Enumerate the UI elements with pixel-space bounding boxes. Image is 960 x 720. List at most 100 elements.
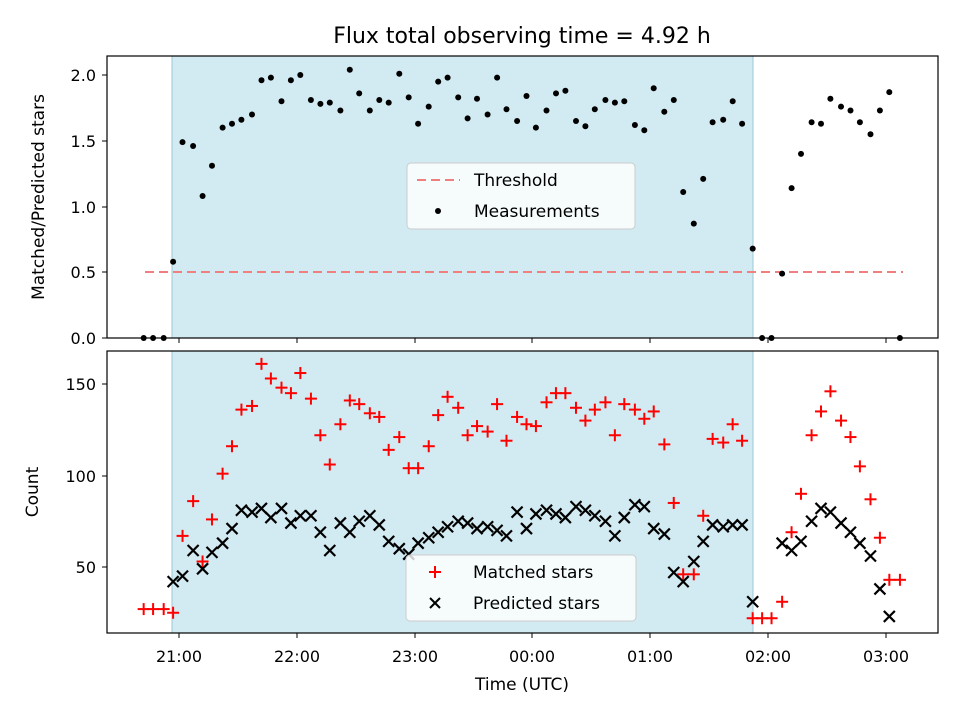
matched-star-point [717, 436, 730, 449]
predicted-star-point [775, 536, 789, 550]
predicted-star-point [529, 507, 543, 521]
matched-star-point [765, 612, 778, 625]
matched-star-point [776, 595, 789, 608]
x-tick-label: 22:00 [274, 647, 320, 666]
predicted-star-point [314, 525, 327, 539]
measurement-point [749, 245, 756, 252]
predicted-star-point [431, 525, 445, 539]
measurements-series [140, 66, 903, 341]
matched-star-point [412, 462, 425, 475]
measurement-point [532, 124, 539, 131]
measurement-point [484, 111, 491, 118]
top-x-ticks [178, 338, 887, 343]
predicted-star-point [470, 522, 484, 535]
measurement-point [258, 77, 265, 84]
predicted-star-point [166, 575, 180, 588]
x-tick-label: 00:00 [509, 647, 555, 666]
predicted-star-point [235, 503, 248, 517]
measurement-point [278, 98, 285, 105]
matched-star-point [471, 420, 484, 433]
predicted-star-point [667, 566, 681, 579]
matched-star-point [422, 440, 435, 453]
measurement-point [415, 120, 422, 127]
predicted-stars-series [166, 498, 896, 623]
predicted-star-point [676, 575, 690, 588]
measurement-point [856, 119, 863, 126]
matched-star-point [726, 418, 739, 431]
predicted-star-point [393, 542, 406, 555]
predicted-star-point [805, 514, 818, 528]
bottom-y-tick-label: 50 [76, 558, 96, 577]
matched-star-point [205, 513, 218, 526]
predicted-star-point [716, 520, 730, 534]
measurement-point [514, 118, 521, 124]
top-y-tick-label: 1.5 [71, 132, 96, 151]
matched-star-point [559, 387, 572, 400]
predicted-star-point [814, 502, 828, 515]
matched-star-point [353, 398, 366, 411]
predicted-star-point [844, 525, 857, 539]
predicted-star-point [873, 582, 887, 596]
measurement-point [847, 107, 854, 114]
predicted-star-point [245, 505, 259, 519]
matched-star-point [196, 555, 209, 568]
matched-star-point [706, 432, 719, 445]
measurement-point [267, 74, 274, 81]
matched-star-point [452, 401, 465, 414]
measurement-point [337, 107, 344, 114]
matched-star-point [461, 429, 474, 442]
predicted-star-point [883, 610, 896, 623]
measurement-point [700, 175, 707, 182]
predicted-star-point [196, 562, 209, 576]
matched-star-point [599, 396, 612, 409]
matched-star-point [658, 438, 671, 451]
legend-matched-swatch [429, 566, 441, 578]
matched-star-point [382, 443, 395, 456]
predicted-star-point [687, 555, 701, 568]
top-y-tick-label: 2.0 [71, 66, 96, 85]
x-tick-label: 02:00 [745, 647, 791, 666]
measurement-point [573, 118, 579, 124]
bottom-x-ticks: 21:00 22:00 23:00 00:00 01:00 02:00 03:0… [156, 633, 909, 666]
measurement-point [170, 258, 177, 265]
matched-star-point [491, 398, 504, 411]
measurement-point [297, 72, 304, 78]
predicted-star-point [481, 520, 494, 534]
measurement-point [435, 78, 442, 85]
predicted-star-point [735, 518, 749, 532]
measurement-point [179, 139, 186, 146]
bottom-y-ticks: 50 100 150 [65, 375, 107, 577]
predicted-star-point [323, 544, 337, 557]
predicted-star-point [343, 525, 357, 539]
legend-measurements-swatch [435, 208, 441, 214]
matched-star-point [432, 409, 445, 422]
predicted-star-point [638, 500, 651, 513]
predicted-star-point [411, 536, 425, 550]
predicted-star-point [176, 569, 189, 583]
measurement-point [238, 116, 245, 123]
bottom-panel: 50 100 150 21:00 22:00 23:00 00:00 01:00… [23, 350, 939, 695]
x-axis-label: Time (UTC) [474, 675, 569, 695]
predicted-star-point [363, 509, 377, 523]
predicted-star-point [382, 535, 395, 548]
matched-star-point [785, 526, 798, 539]
matched-star-point [824, 385, 837, 398]
matched-star-point [157, 603, 170, 616]
bottom-legend: Matched stars Predicted stars [405, 554, 637, 622]
predicted-star-point [569, 500, 583, 513]
predicted-star-point [490, 524, 504, 537]
measurement-point [582, 123, 589, 130]
predicted-star-point [461, 516, 474, 530]
top-legend: Threshold Measurements [406, 162, 636, 230]
measurement-point [376, 97, 383, 103]
predicted-star-point [834, 516, 848, 530]
measurement-point [249, 111, 255, 118]
top-y-tick-label: 0.0 [71, 329, 96, 348]
matched-star-point [343, 394, 356, 407]
predicted-star-point [422, 531, 436, 544]
measurement-point [611, 99, 618, 106]
matched-star-point [540, 396, 553, 409]
measurement-point [455, 94, 462, 101]
measurement-point [720, 116, 727, 123]
